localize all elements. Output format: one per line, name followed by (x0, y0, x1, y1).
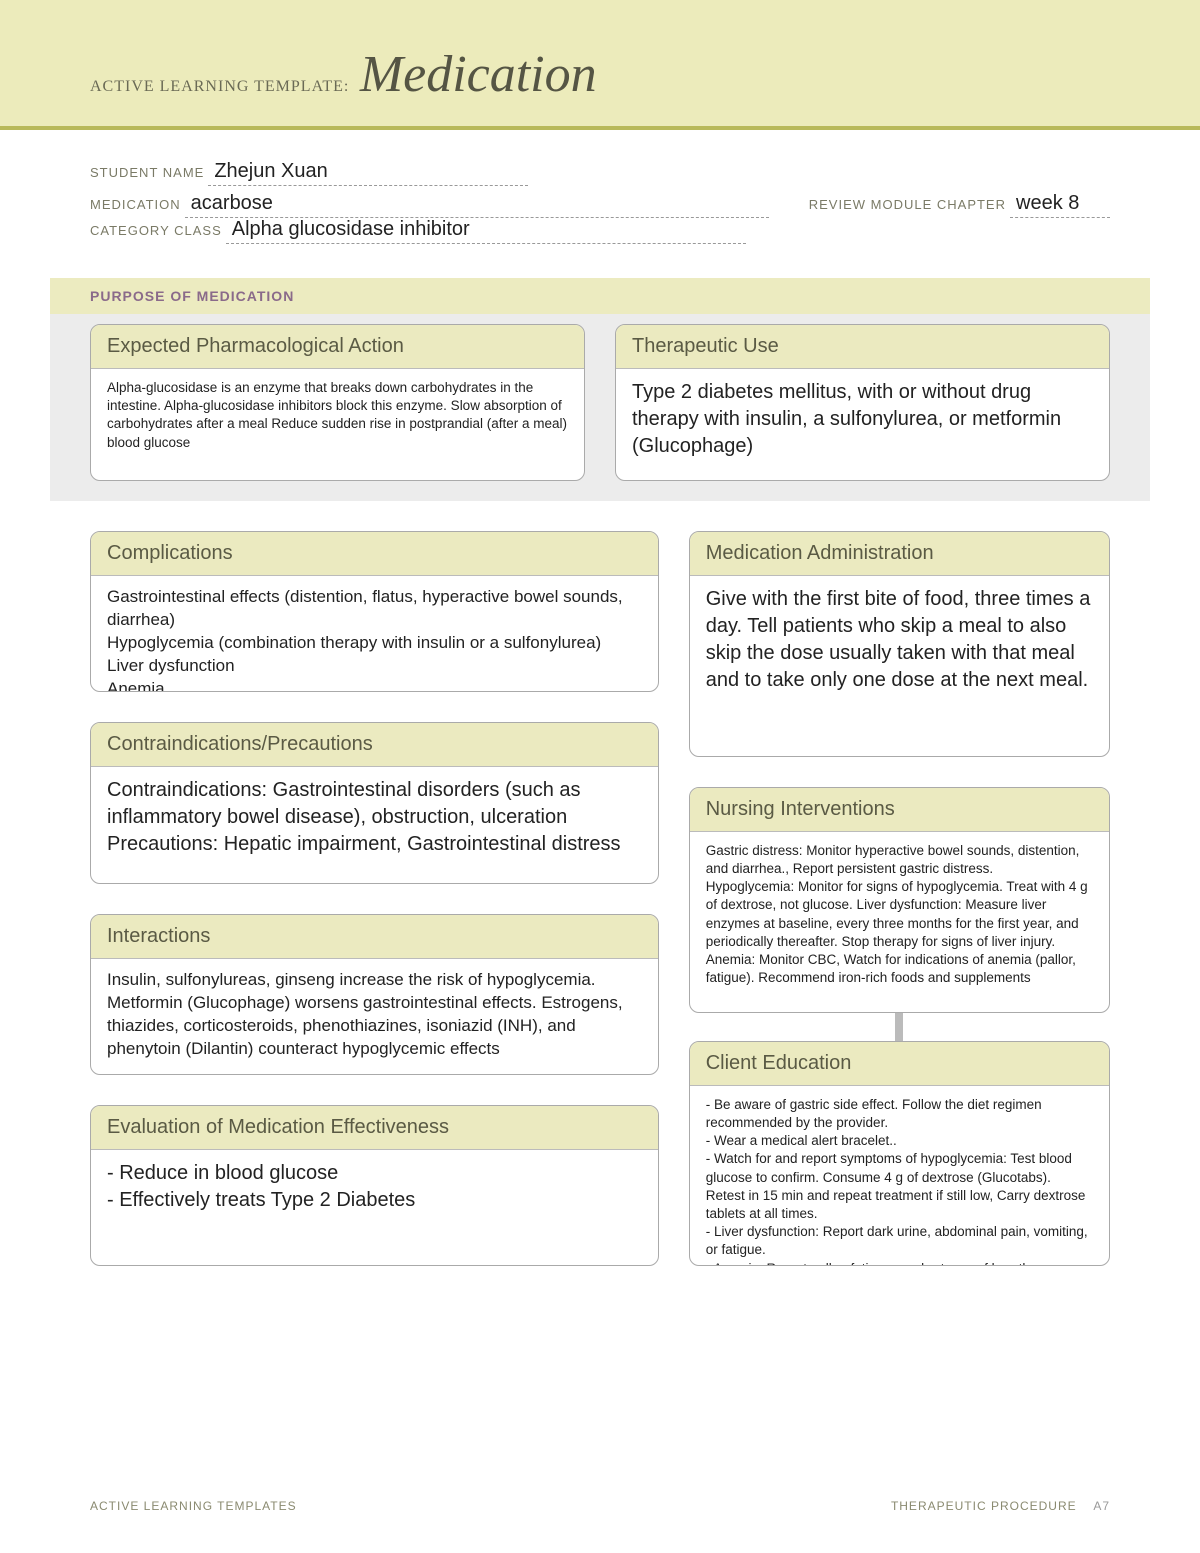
card-body: Give with the first bite of food, three … (690, 576, 1109, 714)
card-complications: Complications Gastrointestinal effects (… (90, 531, 659, 692)
page: ACTIVE LEARNING TEMPLATE: Medication STU… (0, 0, 1200, 1553)
purpose-body: Expected Pharmacological Action Alpha-gl… (50, 314, 1150, 481)
card-contraindications: Contraindications/Precautions Contraindi… (90, 722, 659, 883)
footer-right-text: THERAPEUTIC PROCEDURE (891, 1499, 1077, 1513)
medication-value: acarbose (185, 192, 769, 218)
card-pharmacological-action: Expected Pharmacological Action Alpha-gl… (90, 324, 585, 481)
purpose-header: PURPOSE OF MEDICATION (50, 278, 1150, 314)
purpose-section: PURPOSE OF MEDICATION Expected Pharmacol… (50, 278, 1150, 501)
footer-page: A7 (1093, 1499, 1110, 1513)
category-label: CATEGORY CLASS (90, 223, 222, 238)
student-label: STUDENT NAME (90, 165, 204, 180)
card-body: Insulin, sulfonylureas, ginseng increase… (91, 959, 658, 1075)
footer-right: THERAPEUTIC PROCEDURE A7 (891, 1499, 1110, 1513)
card-body: Contraindications: Gastrointestinal diso… (91, 767, 658, 878)
card-title: Interactions (91, 915, 658, 959)
medication-label: MEDICATION (90, 197, 181, 212)
card-title: Expected Pharmacological Action (91, 325, 584, 369)
category-value: Alpha glucosidase inhibitor (226, 218, 746, 244)
card-effectiveness: Evaluation of Medication Effectiveness -… (90, 1105, 659, 1266)
card-title: Medication Administration (690, 532, 1109, 576)
review-value: week 8 (1010, 192, 1110, 218)
student-row: STUDENT NAME Zhejun Xuan (90, 160, 1110, 186)
category-row: CATEGORY CLASS Alpha glucosidase inhibit… (90, 218, 1110, 244)
card-title: Nursing Interventions (690, 788, 1109, 832)
card-interactions: Interactions Insulin, sulfonylureas, gin… (90, 914, 659, 1075)
columns: Complications Gastrointestinal effects (… (90, 531, 1110, 1266)
med-review-row: MEDICATION acarbose REVIEW MODULE CHAPTE… (90, 192, 1110, 218)
card-therapeutic-use: Therapeutic Use Type 2 diabetes mellitus… (615, 324, 1110, 481)
card-body: Gastrointestinal effects (distention, fl… (91, 576, 658, 692)
card-title: Therapeutic Use (616, 325, 1109, 369)
student-value: Zhejun Xuan (208, 160, 528, 186)
footer: ACTIVE LEARNING TEMPLATES THERAPEUTIC PR… (90, 1499, 1110, 1513)
card-title: Client Education (690, 1042, 1109, 1086)
card-body: Gastric distress: Monitor hyperactive bo… (690, 832, 1109, 1008)
column-left: Complications Gastrointestinal effects (… (90, 531, 659, 1266)
top-banner: ACTIVE LEARNING TEMPLATE: Medication (0, 0, 1200, 130)
card-body: - Be aware of gastric side effect. Follo… (690, 1086, 1109, 1267)
column-right: Medication Administration Give with the … (689, 531, 1110, 1266)
card-nursing-interventions: Nursing Interventions Gastric distress: … (689, 787, 1110, 1013)
card-client-education: Client Education - Be aware of gastric s… (689, 1041, 1110, 1267)
banner-title: Medication (360, 46, 597, 103)
footer-left: ACTIVE LEARNING TEMPLATES (90, 1499, 297, 1513)
form-area: STUDENT NAME Zhejun Xuan MEDICATION acar… (0, 130, 1200, 260)
card-title: Evaluation of Medication Effectiveness (91, 1106, 658, 1150)
card-body: Type 2 diabetes mellitus, with or withou… (616, 369, 1109, 480)
connector-line (895, 1013, 903, 1041)
card-title: Contraindications/Precautions (91, 723, 658, 767)
card-medication-administration: Medication Administration Give with the … (689, 531, 1110, 757)
banner-prefix: ACTIVE LEARNING TEMPLATE: (90, 78, 349, 95)
card-body: - Reduce in blood glucose - Effectively … (91, 1150, 658, 1234)
card-body: Alpha-glucosidase is an enzyme that brea… (91, 369, 584, 472)
review-label: REVIEW MODULE CHAPTER (809, 197, 1006, 212)
card-title: Complications (91, 532, 658, 576)
